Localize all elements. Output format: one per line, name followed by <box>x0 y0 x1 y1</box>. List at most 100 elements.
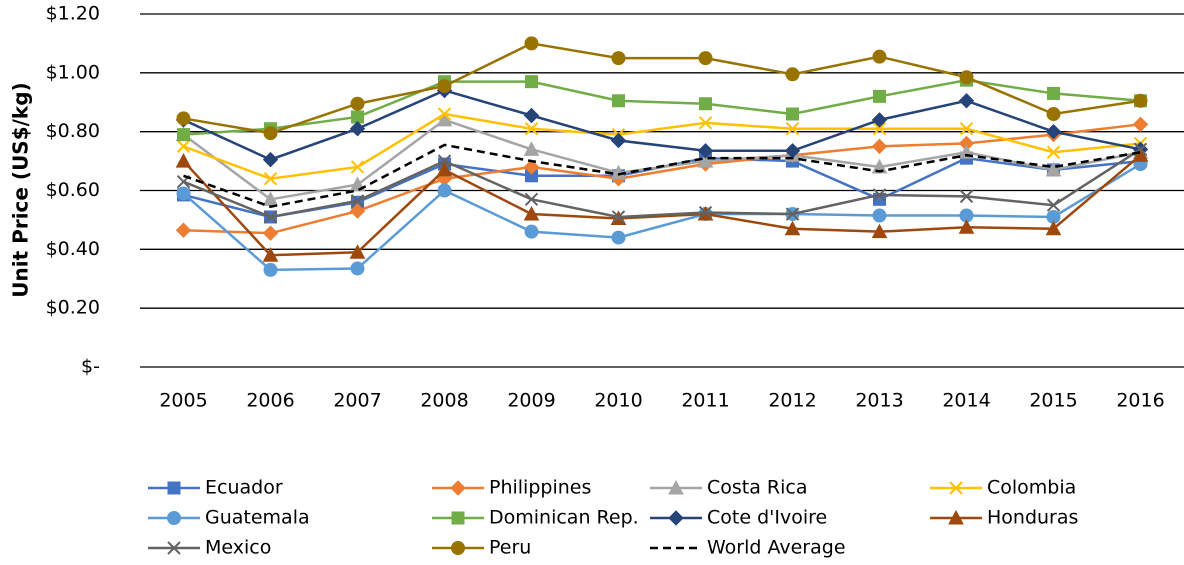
marker <box>959 122 974 136</box>
series-line <box>182 154 1142 257</box>
x-tick-label: 2010 <box>594 390 642 412</box>
legend-marker <box>167 541 181 555</box>
series-line <box>182 89 1141 161</box>
legend-marker <box>451 511 465 525</box>
marker <box>523 107 540 124</box>
marker <box>959 70 974 85</box>
marker <box>697 143 714 159</box>
marker <box>437 79 452 94</box>
x-tick-label: 2013 <box>855 390 903 412</box>
marker <box>524 224 539 239</box>
marker <box>1133 93 1148 108</box>
x-tick-label: 2011 <box>681 390 729 412</box>
marker <box>350 160 365 174</box>
marker <box>525 75 538 89</box>
marker <box>437 107 452 121</box>
marker <box>612 94 625 108</box>
legend-label: Colombia <box>987 477 1076 499</box>
y-tick-label: $0.60 <box>46 179 100 201</box>
marker <box>1045 161 1062 177</box>
legend-marker <box>167 481 181 495</box>
legend-marker <box>450 480 466 496</box>
marker <box>610 132 627 149</box>
marker <box>523 159 540 175</box>
marker <box>524 36 539 51</box>
marker <box>611 210 626 224</box>
marker <box>437 183 452 198</box>
marker <box>524 192 539 207</box>
legend-label: Costa Rica <box>707 477 808 499</box>
marker <box>610 164 627 180</box>
marker <box>350 261 365 276</box>
y-axis-label: Unit Price (US$/kg) <box>9 82 33 297</box>
marker <box>785 122 800 136</box>
series-line <box>182 162 1142 272</box>
marker <box>1132 116 1149 133</box>
series-line <box>183 143 1141 208</box>
marker <box>698 205 713 220</box>
series-line <box>183 112 1141 181</box>
marker <box>437 154 452 168</box>
marker <box>958 219 975 234</box>
legend-label: World Average <box>707 537 846 559</box>
legend-marker <box>668 510 684 526</box>
y-tick-label: $0.20 <box>46 297 100 319</box>
marker <box>698 51 713 66</box>
legend-label: Guatemala <box>205 507 310 529</box>
x-tick-label: 2012 <box>768 390 816 412</box>
marker <box>349 244 366 259</box>
y-tick-label: $0.80 <box>46 120 100 142</box>
marker <box>872 208 887 223</box>
marker <box>524 122 539 136</box>
marker <box>699 97 712 111</box>
marker <box>611 230 626 245</box>
marker <box>697 153 714 168</box>
legend-label: Mexico <box>205 537 271 559</box>
marker <box>1046 145 1061 159</box>
marker <box>175 153 192 168</box>
y-tick-label: $1.00 <box>46 61 100 83</box>
marker <box>262 225 279 241</box>
legend-label: Dominican Rep. <box>489 507 639 529</box>
marker <box>523 205 540 221</box>
legend-marker <box>668 479 684 495</box>
marker <box>176 186 191 201</box>
marker <box>1045 220 1062 236</box>
legend-label: Honduras <box>987 507 1078 529</box>
marker <box>176 139 191 154</box>
marker <box>263 210 278 224</box>
marker <box>1132 147 1149 162</box>
legend-label: Ecuador <box>205 477 283 499</box>
marker <box>436 111 453 127</box>
marker <box>1047 86 1060 100</box>
x-tick-label: 2007 <box>333 390 381 412</box>
legend-label: Peru <box>489 537 531 559</box>
marker <box>958 93 975 109</box>
marker <box>785 67 800 82</box>
marker <box>1045 123 1062 140</box>
marker <box>262 191 279 206</box>
marker <box>871 138 888 155</box>
legend-marker <box>948 509 964 525</box>
marker <box>871 223 888 239</box>
legend-marker <box>451 541 465 555</box>
marker <box>872 122 887 136</box>
marker <box>350 194 365 208</box>
marker <box>785 207 800 221</box>
marker <box>786 107 799 121</box>
marker <box>262 247 279 262</box>
series-line <box>183 42 1141 135</box>
x-tick-label: 2008 <box>420 390 468 412</box>
y-tick-label: $- <box>81 356 100 378</box>
marker <box>436 161 453 177</box>
y-tick-label: $0.40 <box>46 238 100 260</box>
marker <box>698 116 713 130</box>
marker <box>872 49 887 64</box>
marker <box>1046 107 1061 122</box>
marker <box>349 121 366 137</box>
legend-label: Philippines <box>489 477 591 499</box>
y-tick-label: $1.20 <box>46 3 100 25</box>
marker <box>175 222 192 238</box>
x-tick-label: 2015 <box>1029 390 1077 412</box>
